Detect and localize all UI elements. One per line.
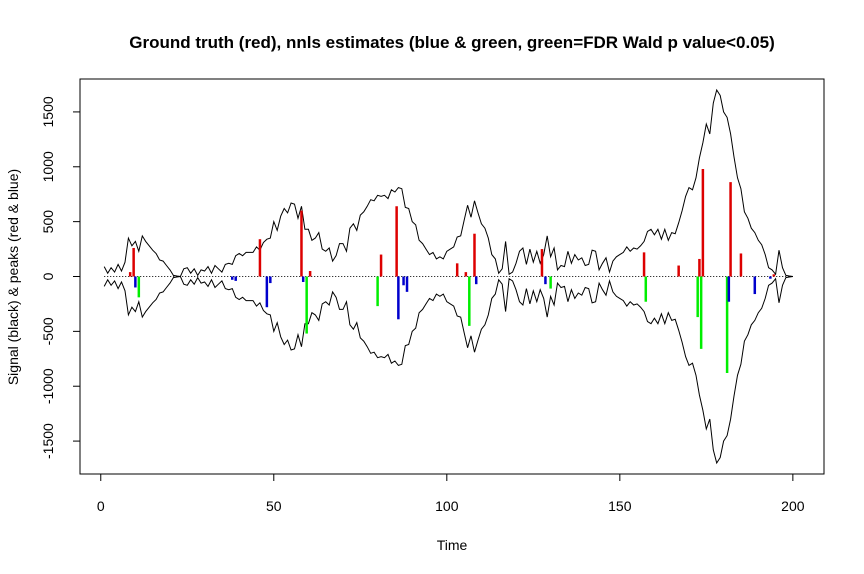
y-tick-label: -1000 bbox=[40, 368, 56, 404]
chart-title: Ground truth (red), nnls estimates (blue… bbox=[129, 33, 775, 52]
x-tick-label: 200 bbox=[781, 498, 805, 514]
y-tick-label: 1500 bbox=[40, 96, 56, 127]
x-tick-label: 100 bbox=[435, 498, 459, 514]
y-tick-label: 500 bbox=[40, 210, 56, 234]
signal-lower-line bbox=[103, 275, 793, 465]
x-axis-label: Time bbox=[437, 537, 468, 553]
y-tick-label: -500 bbox=[40, 317, 56, 345]
signal-upper-line bbox=[103, 88, 793, 278]
x-tick-label: 50 bbox=[266, 498, 282, 514]
y-axis-label: Signal (black) & peaks (red & blue) bbox=[5, 169, 21, 385]
y-tick-label: 0 bbox=[40, 272, 56, 280]
y-ticks: -1500 -1000 -500 0 500 1000 1500 bbox=[40, 96, 80, 459]
y-tick-label: -1500 bbox=[40, 423, 56, 459]
signal-lines bbox=[103, 88, 793, 465]
peak-marks bbox=[128, 168, 776, 374]
x-tick-label: 0 bbox=[97, 498, 105, 514]
x-ticks: 0 50 100 150 200 bbox=[97, 474, 805, 514]
y-tick-label: 1000 bbox=[40, 151, 56, 182]
x-tick-label: 150 bbox=[608, 498, 632, 514]
